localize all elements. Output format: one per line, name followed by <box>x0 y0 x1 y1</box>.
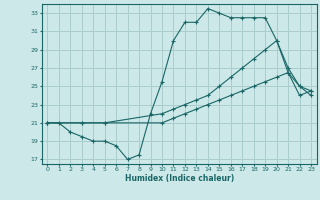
X-axis label: Humidex (Indice chaleur): Humidex (Indice chaleur) <box>124 174 234 183</box>
